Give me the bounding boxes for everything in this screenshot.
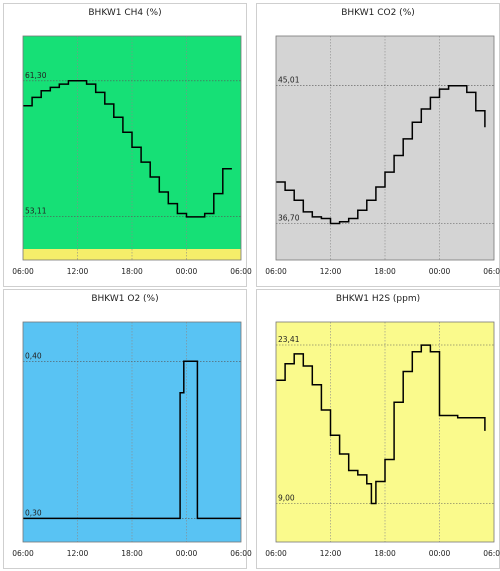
x-tick-label: 06:00 [230, 549, 252, 558]
x-tick-label: 00:00 [176, 267, 198, 276]
x-tick-label: 18:00 [374, 549, 396, 558]
chart-plot-svg: 06:00 12:00 18:00 00:00 06:00 61,30 53,11 [12, 35, 252, 276]
plot-border [275, 321, 495, 543]
x-tick-label: 18:00 [121, 267, 143, 276]
reference-line-label: 23,41 [278, 335, 300, 344]
plot-border [275, 35, 495, 261]
reference-line-label: 61,30 [25, 71, 47, 80]
x-tick-label: 06:00 [483, 267, 500, 276]
plot-border [22, 321, 242, 543]
x-tick-label: 06:00 [12, 549, 34, 558]
series-line [23, 80, 232, 218]
x-tick-label: 00:00 [176, 549, 198, 558]
reference-line-label: 45,01 [278, 76, 300, 85]
chart-plot-svg: 06:00 12:00 18:00 00:00 06:00 0,40 0,30 [12, 321, 252, 558]
chart-title: BHKW1 O2 (%) [91, 294, 159, 304]
x-tick-label: 06:00 [230, 267, 252, 276]
status-band [23, 249, 241, 260]
reference-line-label: 0,30 [25, 508, 42, 517]
x-tick-label: 12:00 [67, 549, 89, 558]
x-tick-label: 12:00 [320, 267, 342, 276]
chart-panel-1: BHKW1 CO2 (%) 06:00 12:00 18:00 00:00 06:00 45… [256, 3, 500, 287]
series-line [276, 85, 486, 225]
x-tick-label: 00:00 [429, 549, 451, 558]
chart-title: BHKW1 CH4 (%) [88, 8, 162, 18]
chart-plot-svg: 06:00 12:00 18:00 00:00 06:00 45,01 36,70 [265, 35, 500, 276]
chart-title: BHKW1 CO2 (%) [341, 8, 415, 18]
reference-line-label: 9,00 [278, 494, 295, 503]
series-line [276, 344, 486, 505]
reference-line-label: 0,40 [25, 351, 42, 360]
chart-panel-0: BHKW1 CH4 (%) 06:00 12:00 18:00 00:00 06:00 61… [3, 3, 252, 287]
plot-border [22, 35, 242, 261]
x-tick-label: 06:00 [483, 549, 500, 558]
x-tick-label: 12:00 [67, 267, 89, 276]
x-tick-label: 06:00 [265, 267, 287, 276]
x-tick-label: 06:00 [265, 549, 287, 558]
series-line [23, 360, 241, 520]
x-tick-label: 12:00 [320, 549, 342, 558]
x-tick-label: 00:00 [429, 267, 451, 276]
chart-plot-svg: 06:00 12:00 18:00 00:00 06:00 23,41 9,00 [265, 321, 500, 558]
chart-panel-2: BHKW1 O2 (%) 06:00 12:00 18:00 00:00 06:00 0,4… [3, 289, 252, 569]
chart-title: BHKW1 H2S (ppm) [335, 294, 421, 304]
x-tick-label: 06:00 [12, 267, 34, 276]
chart-panel-3: BHKW1 H2S (ppm)06:0012:0018:0000:0006:00… [256, 289, 500, 569]
reference-line-label: 36,70 [278, 213, 300, 222]
reference-line-label: 53,11 [25, 207, 47, 216]
x-tick-label: 18:00 [374, 267, 396, 276]
x-tick-label: 18:00 [121, 549, 143, 558]
